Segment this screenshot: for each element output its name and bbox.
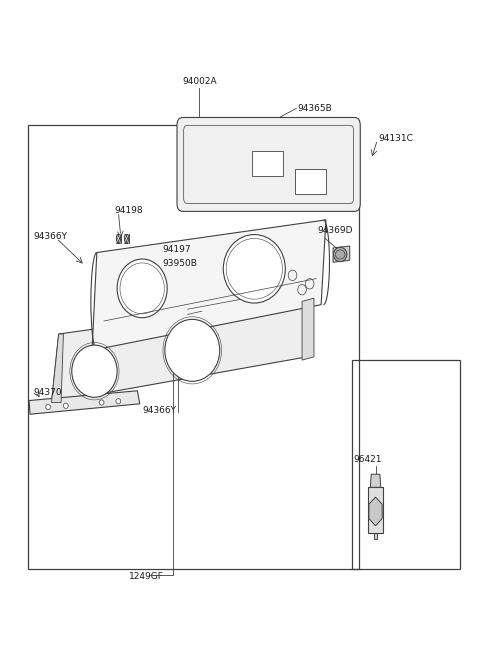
Ellipse shape (165, 320, 220, 381)
Text: 94370: 94370 (34, 388, 62, 397)
Polygon shape (373, 533, 377, 540)
Text: 94131C: 94131C (378, 134, 413, 143)
Text: 93950B: 93950B (162, 259, 197, 268)
Text: 94002A: 94002A (182, 77, 217, 86)
Text: 96421: 96421 (354, 455, 382, 464)
Bar (28, 125, 360, 569)
Polygon shape (51, 334, 63, 403)
Polygon shape (51, 298, 314, 403)
Polygon shape (29, 391, 140, 414)
Ellipse shape (116, 399, 120, 404)
Polygon shape (302, 298, 314, 360)
Text: 94369D: 94369D (317, 227, 353, 235)
Polygon shape (368, 487, 383, 533)
Ellipse shape (63, 403, 68, 408)
Bar (352, 360, 459, 569)
Polygon shape (92, 220, 326, 350)
Text: 1249GF: 1249GF (129, 572, 164, 581)
Polygon shape (333, 246, 350, 262)
FancyBboxPatch shape (177, 117, 360, 212)
Text: 94365B: 94365B (297, 104, 332, 113)
Bar (124, 234, 129, 244)
Text: 94366Y: 94366Y (142, 407, 176, 415)
Bar (116, 234, 120, 244)
Ellipse shape (117, 259, 167, 318)
Bar (295, 169, 326, 194)
Ellipse shape (99, 400, 104, 405)
Polygon shape (370, 474, 381, 487)
Text: 94197: 94197 (162, 245, 191, 253)
Ellipse shape (46, 404, 50, 409)
Polygon shape (369, 497, 382, 526)
Ellipse shape (72, 345, 117, 398)
Bar (252, 151, 283, 176)
Ellipse shape (334, 248, 347, 261)
Text: 94366Y: 94366Y (34, 232, 68, 240)
Text: 94198: 94198 (115, 206, 143, 215)
Ellipse shape (223, 234, 285, 303)
